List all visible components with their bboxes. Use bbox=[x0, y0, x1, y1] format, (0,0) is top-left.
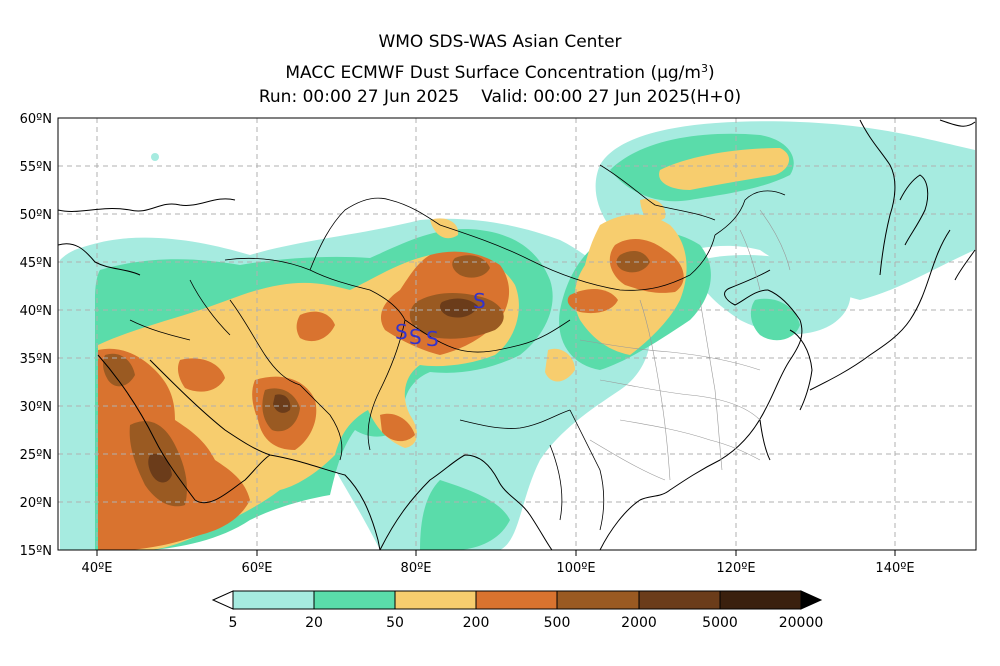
station-markers: S S S S bbox=[395, 289, 486, 351]
title-units: (μg/m3) bbox=[650, 62, 715, 83]
colorbar-lower-arrow bbox=[211, 590, 234, 610]
lon-label: 80ºE bbox=[401, 561, 432, 576]
colorbar-label: 20 bbox=[305, 615, 323, 631]
title-line1: WMO SDS-WAS Asian Center bbox=[378, 32, 622, 52]
lon-label: 120ºE bbox=[716, 561, 755, 576]
title-line3: Run: 00:00 27 Jun 2025 Valid: 00:00 27 Ju… bbox=[0, 86, 1000, 108]
colorbar-label: 2000 bbox=[621, 615, 657, 631]
lon-label: 60ºE bbox=[242, 561, 273, 576]
colorbar-segment bbox=[638, 590, 721, 610]
colorbar-segment bbox=[232, 590, 315, 610]
colorbar-segment bbox=[313, 590, 396, 610]
lat-label: 40ºN bbox=[20, 304, 52, 319]
valid-time: Valid: 00:00 27 Jun 2025(H+0) bbox=[481, 87, 742, 107]
lon-label: 40ºE bbox=[82, 561, 113, 576]
colorbar-segment bbox=[475, 590, 558, 610]
station-marker: S bbox=[409, 325, 422, 349]
country-borders bbox=[129, 164, 786, 531]
axis-ticks bbox=[96, 550, 896, 556]
dust-map: S S S S bbox=[58, 118, 976, 550]
colorbar-label: 200 bbox=[462, 615, 490, 631]
lat-label: 45ºN bbox=[20, 256, 52, 271]
lon-label: 100ºE bbox=[556, 561, 595, 576]
colorbar-segment bbox=[719, 590, 802, 610]
colorbar-label: 500 bbox=[543, 615, 571, 631]
lon-label: 140ºE bbox=[875, 561, 914, 576]
plot-frame bbox=[57, 117, 977, 551]
lat-label: 50ºN bbox=[20, 208, 52, 223]
coastlines bbox=[58, 119, 976, 550]
colorbar-label: 5 bbox=[228, 615, 238, 631]
lat-label: 20ºN bbox=[20, 496, 52, 511]
lat-label: 25ºN bbox=[20, 448, 52, 463]
colorbar-label: 50 bbox=[386, 615, 404, 631]
lat-label: 30ºN bbox=[20, 400, 52, 415]
colorbar-label: 5000 bbox=[702, 615, 738, 631]
colorbar bbox=[211, 590, 823, 610]
lat-labels: 60ºN 55ºN 50ºN 45ºN 40ºN 35ºN 30ºN 25ºN … bbox=[20, 112, 52, 559]
lon-labels: 40ºE 60ºE 80ºE 100ºE 120ºE 140ºE bbox=[82, 561, 915, 576]
run-time: Run: 00:00 27 Jun 2025 bbox=[258, 87, 460, 107]
colorbar-segment bbox=[394, 590, 477, 610]
title-product: MACC ECMWF Dust Surface Concentration bbox=[285, 63, 646, 83]
dust-level-2000-5000 bbox=[148, 298, 478, 483]
lat-label: 35ºN bbox=[20, 352, 52, 367]
station-marker: S bbox=[395, 320, 408, 344]
colorbar-label: 20000 bbox=[778, 615, 824, 631]
colorbar-upper-arrow bbox=[800, 590, 823, 610]
colorbar-segment bbox=[556, 590, 640, 610]
station-marker: S bbox=[426, 327, 439, 351]
lat-label: 15ºN bbox=[20, 544, 52, 559]
lat-label: 55ºN bbox=[20, 160, 52, 175]
province-borders bbox=[579, 209, 791, 481]
station-marker: S bbox=[473, 289, 486, 313]
title-line2: MACC ECMWF Dust Surface Concentration (μ… bbox=[0, 58, 1000, 84]
lat-label: 60ºN bbox=[20, 112, 52, 127]
